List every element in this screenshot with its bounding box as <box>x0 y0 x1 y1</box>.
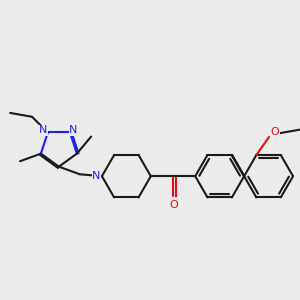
Text: O: O <box>170 200 178 210</box>
Text: N: N <box>69 125 77 135</box>
Text: N: N <box>92 171 100 181</box>
Text: O: O <box>270 128 279 137</box>
Text: N: N <box>39 125 47 135</box>
